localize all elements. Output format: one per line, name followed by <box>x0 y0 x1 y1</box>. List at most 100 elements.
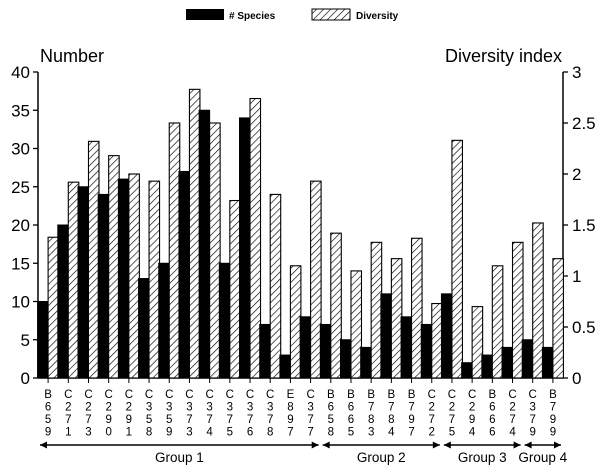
bar-diversity <box>249 97 262 379</box>
bar-species <box>259 323 271 379</box>
bar-diversity <box>310 180 322 379</box>
bar-diversity <box>451 139 463 379</box>
bar-diversity <box>390 258 403 379</box>
bar-species <box>521 339 534 379</box>
right-tick-label: 1 <box>572 267 581 286</box>
bar-diversity <box>330 232 342 379</box>
group-arrow-left <box>40 441 47 449</box>
bar-species <box>218 262 231 379</box>
bar-species <box>299 316 312 379</box>
bar-species <box>97 193 110 379</box>
legend-swatch-diversity <box>311 8 351 21</box>
group-arrow-left <box>524 441 532 449</box>
left-tick-label: 0 <box>21 369 30 388</box>
bars <box>37 88 564 379</box>
bar-diversity <box>370 241 383 379</box>
left-tick-label: 20 <box>11 216 30 235</box>
bar-species <box>239 117 251 379</box>
bar-species <box>158 262 170 379</box>
bar-diversity <box>148 180 161 379</box>
bar-species <box>541 346 554 379</box>
legend: # Species Diversity <box>186 8 399 22</box>
bar-species <box>117 178 130 379</box>
group-arrow-left <box>443 441 451 449</box>
legend-label-diversity: Diversity <box>356 11 399 22</box>
left-tick-label: 5 <box>21 331 30 350</box>
left-axis-title: Number <box>40 46 104 66</box>
bar-diversity <box>47 236 60 379</box>
bar-diversity <box>209 122 221 379</box>
group-arrow-right <box>311 441 319 449</box>
bar-diversity <box>269 193 282 379</box>
right-tick-label: 1.5 <box>572 216 596 235</box>
bar-diversity <box>67 181 80 379</box>
bar-diversity <box>108 155 120 379</box>
bar-species <box>198 109 211 379</box>
bar-diversity <box>411 237 423 379</box>
group-arrow-right <box>432 441 440 449</box>
bar-diversity <box>491 265 504 379</box>
bar-species <box>400 316 413 379</box>
left-tick-label: 40 <box>11 63 30 82</box>
bar-species <box>77 186 89 379</box>
right-tick-label: 3 <box>572 63 581 82</box>
bar-diversity <box>289 265 302 379</box>
right-tick-label: 0.5 <box>572 318 596 337</box>
bar-species <box>380 293 392 379</box>
bar-diversity <box>431 302 443 379</box>
bar-species <box>178 170 190 379</box>
bar-diversity <box>532 222 544 379</box>
bar-diversity <box>229 199 241 379</box>
group-brackets: Group 1 Group 2 Group 3 Group 4 <box>40 441 568 465</box>
bar-diversity <box>188 88 201 379</box>
x-tick-labels: B 6 5 9 C 2 7 1 C 2 7 3 C 2 9 0 C 2 9 1 C 3 5 8 C 3 5 9 C 3 7 3 C 3 7 4 C 3 7 5… <box>44 378 557 439</box>
bar-species <box>461 362 473 379</box>
bar-diversity <box>128 173 140 379</box>
bar-species <box>420 323 433 379</box>
bar-species <box>339 339 352 379</box>
bar-species <box>440 293 453 379</box>
bar-species <box>360 346 372 379</box>
right-axis-title: Diversity index <box>445 46 562 66</box>
left-tick-label: 30 <box>11 140 30 159</box>
right-tick-label: 2 <box>572 165 581 184</box>
bar-species <box>481 354 493 379</box>
right-tick-label: 2.5 <box>572 114 596 133</box>
bar-species <box>279 354 291 379</box>
bar-species <box>138 278 150 379</box>
group-label: Group 2 <box>357 450 406 465</box>
legend-label-species: # Species <box>229 11 276 22</box>
bar-diversity <box>168 122 181 379</box>
group-label: Group 1 <box>155 450 204 465</box>
group-arrow-right <box>554 441 561 449</box>
bar-species <box>319 323 332 379</box>
group-arrow-right <box>513 441 521 449</box>
bar-species <box>501 346 514 379</box>
bar-species <box>37 301 49 379</box>
left-tick-label: 10 <box>11 293 30 312</box>
left-tick-label: 35 <box>11 101 30 120</box>
